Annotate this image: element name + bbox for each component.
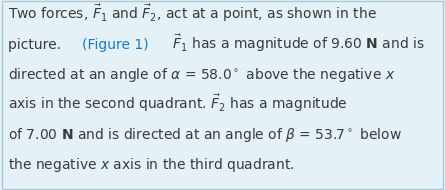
Text: axis in the second quadrant. $\vec{F}_2$ has a magnitude: axis in the second quadrant. $\vec{F}_2$… [8, 92, 348, 114]
Text: the negative $x$ axis in the third quadrant.: the negative $x$ axis in the third quadr… [8, 156, 295, 174]
Text: of 7.00 $\mathbf{N}$ and is directed at an angle of $\beta$ = 53.7$^\circ$ below: of 7.00 $\mathbf{N}$ and is directed at … [8, 126, 402, 144]
Text: directed at an angle of $\alpha$ = 58.0$^\circ$ above the negative $x$: directed at an angle of $\alpha$ = 58.0$… [8, 66, 395, 84]
Text: picture.: picture. [8, 38, 65, 52]
Text: $\vec{F}_1$ has a magnitude of 9.60 $\mathbf{N}$ and is: $\vec{F}_1$ has a magnitude of 9.60 $\ma… [168, 32, 425, 54]
Text: Two forces, $\vec{F}_1$ and $\vec{F}_2$, act at a point, as shown in the: Two forces, $\vec{F}_1$ and $\vec{F}_2$,… [8, 2, 377, 24]
Text: (Figure 1): (Figure 1) [82, 38, 149, 52]
